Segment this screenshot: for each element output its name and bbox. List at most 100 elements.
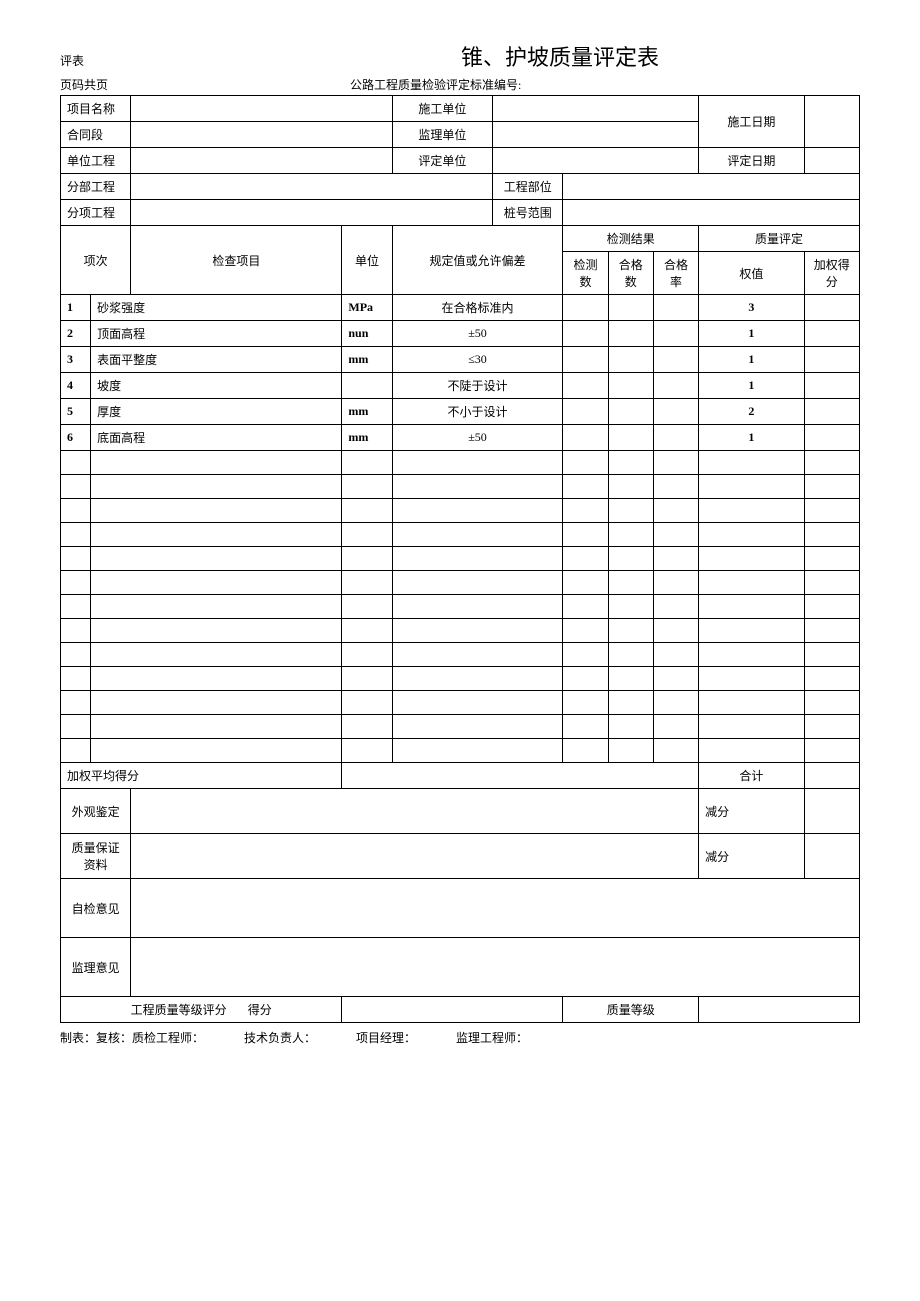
grade-eval-cell: 工程质量等级评分 得分 [61,997,341,1022]
empty-cell [91,620,341,642]
main-table: 项目名称 施工单位 施工日期 合同段 监理单位 单位工程 评定单位 评定日期 分… [60,95,860,1023]
empty-cell [609,644,653,666]
empty-cell [805,620,859,642]
row-no: 3 [61,348,90,371]
empty-row [61,571,860,595]
construction-unit-label: 施工单位 [393,96,492,121]
row-weight: 3 [699,296,804,319]
empty-cell [91,596,341,618]
row-pass-count [609,349,653,371]
empty-cell [699,740,804,762]
empty-cell [699,500,804,522]
empty-cell [61,499,90,522]
row-unit: MPa [342,296,391,319]
construction-date-value [805,111,859,133]
empty-cell [91,716,341,738]
info-row-3: 单位工程 评定单位 评定日期 [61,148,860,174]
qa-doc-row: 质量保证资料 减分 [61,834,860,879]
empty-row [61,643,860,667]
empty-cell [654,644,698,666]
appearance-deduct-value [805,789,859,833]
empty-cell [61,571,90,594]
empty-cell [342,524,391,546]
empty-cell [91,740,341,762]
eval-unit-label: 评定单位 [393,148,492,173]
col-spec: 规定值或允许偏差 [393,248,563,273]
empty-cell [393,452,563,474]
empty-row [61,619,860,643]
data-row: 6底面高程mm±501 [61,425,860,451]
empty-cell [342,596,391,618]
row-item: 表面平整度 [91,347,341,372]
appearance-value [131,789,698,833]
empty-cell [563,644,607,666]
empty-cell [805,692,859,714]
row-pass-rate [654,375,698,397]
col-pass-count: 合格数 [609,252,653,294]
empty-cell [805,572,859,594]
empty-cell [563,452,607,474]
empty-cell [699,452,804,474]
empty-cell [563,572,607,594]
row-item: 坡度 [91,373,341,398]
quality-grade-value [699,999,859,1021]
empty-cell [654,692,698,714]
empty-cell [563,500,607,522]
empty-cell [61,523,90,546]
empty-cell [61,739,90,762]
empty-cell [699,668,804,690]
project-part-label: 工程部位 [493,174,562,199]
empty-cell [699,476,804,498]
empty-cell [61,619,90,642]
self-check-row: 自检意见 [61,879,860,938]
empty-cell [393,716,563,738]
footer-row: 制表：复核：质检工程师： 技术负责人： 项目经理： 监理工程师： [60,1029,860,1046]
empty-cell [654,668,698,690]
empty-cell [393,548,563,570]
row-weight: 2 [699,400,804,423]
empty-cell [609,548,653,570]
row-pass-rate [654,297,698,319]
empty-cell [91,500,341,522]
empty-cell [805,644,859,666]
empty-cell [342,668,391,690]
row-item: 底面高程 [91,425,341,450]
empty-cell [563,596,607,618]
contract-label: 合同段 [61,122,130,147]
empty-cell [805,716,859,738]
empty-row [61,451,860,475]
empty-cell [654,524,698,546]
empty-cell [342,716,391,738]
empty-cell [91,692,341,714]
empty-row [61,595,860,619]
empty-cell [393,476,563,498]
row-unit: mm [342,426,391,449]
empty-row [61,523,860,547]
empty-cell [609,476,653,498]
row-pass-count [609,323,653,345]
page-title: 锥、护坡质量评定表 [260,40,860,72]
empty-cell [61,667,90,690]
empty-cell [654,476,698,498]
empty-cell [563,620,607,642]
page-number-label: 页码共页 [60,76,310,93]
row-pass-count [609,427,653,449]
supervision-row: 监理意见 [61,938,860,997]
project-name-value [131,98,391,120]
empty-cell [563,692,607,714]
empty-cell [699,596,804,618]
empty-cell [609,716,653,738]
row-weighted-score [805,427,859,449]
empty-cell [91,572,341,594]
row-test-count [563,427,607,449]
empty-cell [342,644,391,666]
weighted-avg-value [342,765,698,787]
qa-doc-label: 质量保证资料 [61,834,130,878]
col-weighted-score: 加权得分 [805,252,859,294]
col-pass-rate: 合格率 [654,252,698,294]
empty-row [61,547,860,571]
empty-row [61,667,860,691]
empty-cell [805,548,859,570]
row-weighted-score [805,323,859,345]
row-pass-rate [654,349,698,371]
